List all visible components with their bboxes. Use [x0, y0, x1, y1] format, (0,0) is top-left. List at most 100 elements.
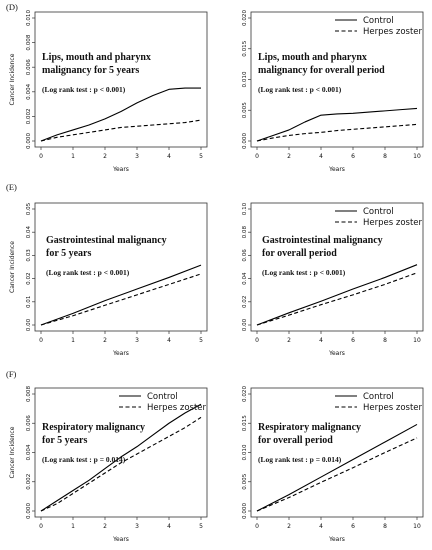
panel-E-right: 0.00 0.02 0.04 0.06 0.08 0.10 0 2 4 6 8 10 Years Gast…	[242, 202, 424, 357]
x-tick-label: 2	[103, 337, 107, 344]
section-label: (D)	[6, 2, 18, 12]
panel-title-line: Gastrointestinal malignancy	[262, 235, 383, 246]
series-line-control	[256, 264, 418, 326]
x-tick-label: 0	[255, 153, 259, 160]
x-tick-label: 4	[167, 337, 171, 344]
y-tick-label: 0.000	[26, 503, 32, 519]
x-tick-label: 5	[199, 523, 203, 530]
y-axis-label: Cancer Incidence	[9, 241, 16, 293]
legend-entry: Herpes zoster	[363, 27, 423, 37]
series-line-herpes-zoster	[256, 123, 418, 142]
y-tick-label: 0.010	[242, 71, 248, 87]
x-tick-label: 6	[351, 337, 355, 344]
y-tick-label: 0.015	[242, 40, 248, 56]
x-tick-label: 5	[199, 337, 203, 344]
series-line-herpes-zoster	[40, 119, 202, 142]
y-tick-label: 0.002	[26, 474, 32, 490]
panel-title-line: for 5 years	[42, 435, 87, 446]
legend-entry: Herpes zoster	[147, 403, 207, 413]
y-tick-label: 0.00	[242, 318, 248, 331]
x-tick-label: 0	[255, 523, 259, 530]
x-tick-label: 0	[255, 337, 259, 344]
x-axis-label: Years	[328, 166, 345, 173]
series-line-control	[256, 423, 418, 512]
y-tick-label: 0.02	[26, 272, 32, 284]
x-tick-label: 0	[39, 153, 43, 160]
x-tick-label: 10	[413, 523, 421, 530]
x-tick-label: 3	[135, 523, 139, 530]
y-tick-label: 0.002	[26, 108, 32, 124]
y-tick-label: 0.015	[242, 415, 248, 431]
y-tick-label: 0.020	[242, 386, 248, 402]
x-tick-label: 3	[135, 153, 139, 160]
x-tick-label: 0	[39, 337, 43, 344]
series-line-control	[40, 403, 202, 512]
y-tick-label: 0.05	[26, 202, 32, 215]
y-tick-label: 0.01	[26, 295, 32, 308]
x-axis-label: Years	[112, 350, 129, 357]
x-tick-label: 6	[351, 153, 355, 160]
y-tick-label: 0.008	[26, 34, 32, 50]
plot-frame	[34, 11, 208, 148]
legend-entry: Control	[363, 392, 394, 402]
plot-frame	[34, 202, 208, 332]
y-tick-label: 0.000	[242, 133, 248, 149]
legend-entry: Herpes zoster	[363, 403, 423, 413]
x-tick-label: 4	[319, 153, 323, 160]
x-tick-label: 4	[319, 337, 323, 344]
legend-entry: Control	[363, 16, 394, 26]
log-rank-test-label: (Log rank test : p = 0.014)	[258, 455, 342, 464]
log-rank-test-label: (Log rank test : p = 0.014)	[42, 455, 126, 464]
x-tick-label: 8	[383, 337, 387, 344]
y-tick-label: 0.06	[242, 249, 248, 262]
y-tick-label: 0.04	[242, 272, 248, 285]
legend-entry: Herpes zoster	[363, 218, 423, 228]
panel-title-line: for 5 years	[46, 248, 91, 259]
y-tick-label: 0.004	[26, 444, 32, 460]
x-tick-label: 2	[287, 337, 291, 344]
legend-entry: Control	[147, 392, 178, 402]
x-tick-label: 4	[167, 523, 171, 530]
panel-title-line: for overall period	[262, 248, 337, 259]
y-tick-label: 0.006	[26, 415, 32, 431]
y-tick-label: 0.006	[26, 59, 32, 75]
series-line-control	[40, 87, 201, 142]
series-line-control	[40, 264, 202, 326]
y-tick-label: 0.02	[242, 296, 248, 308]
y-tick-label: 0.005	[242, 102, 248, 118]
x-tick-label: 2	[287, 153, 291, 160]
x-tick-label: 3	[135, 337, 139, 344]
y-tick-label: 0.08	[242, 226, 248, 239]
section-label: (E)	[6, 182, 17, 192]
x-tick-label: 1	[71, 523, 75, 530]
panel-F-left: (F) 0.000 0.002 0.004 0.006 0.008 0 1 2 3 4 5 Years C…	[6, 369, 208, 543]
x-tick-label: 10	[413, 153, 421, 160]
x-tick-label: 5	[199, 153, 203, 160]
x-tick-label: 1	[71, 153, 75, 160]
log-rank-test-label: (Log rank test : p < 0.001)	[258, 85, 342, 94]
x-axis-label: Years	[328, 536, 345, 543]
y-tick-label: 0.03	[26, 249, 32, 262]
y-tick-label: 0.020	[242, 10, 248, 26]
x-axis-label: Years	[328, 350, 345, 357]
y-tick-label: 0.04	[26, 226, 32, 239]
log-rank-test-label: (Log rank test : p < 0.001)	[46, 268, 130, 277]
y-tick-label: 0.004	[26, 83, 32, 99]
panel-title-line: malignancy for overall period	[258, 65, 385, 76]
panel-title-line: Respiratory malignancy	[258, 422, 361, 433]
x-tick-label: 4	[167, 153, 171, 160]
x-tick-label: 6	[351, 523, 355, 530]
x-tick-label: 0	[39, 523, 43, 530]
panel-title-line: malignancy for 5 years	[42, 65, 139, 76]
section-label: (F)	[6, 369, 17, 379]
panel-D-left: (D) 0.000 0.002 0.004 0.006 0.008 0.010 0 1 2 3 4 5 Y…	[6, 2, 208, 173]
x-tick-label: 2	[103, 153, 107, 160]
x-axis-label: Years	[112, 536, 129, 543]
panel-E-left: (E) 0.00 0.01 0.02 0.03 0.04 0.05 0 1 2 3 4 5 Years Ca…	[6, 182, 208, 357]
panel-D-right: 0.000 0.005 0.010 0.015 0.020 0 2 4 6 8 10 Years Lip…	[242, 10, 424, 173]
y-tick-label: 0.00	[26, 318, 32, 331]
x-tick-label: 8	[383, 153, 387, 160]
log-rank-test-label: (Log rank test : p < 0.001)	[262, 268, 346, 277]
series-line-herpes-zoster	[40, 273, 202, 326]
